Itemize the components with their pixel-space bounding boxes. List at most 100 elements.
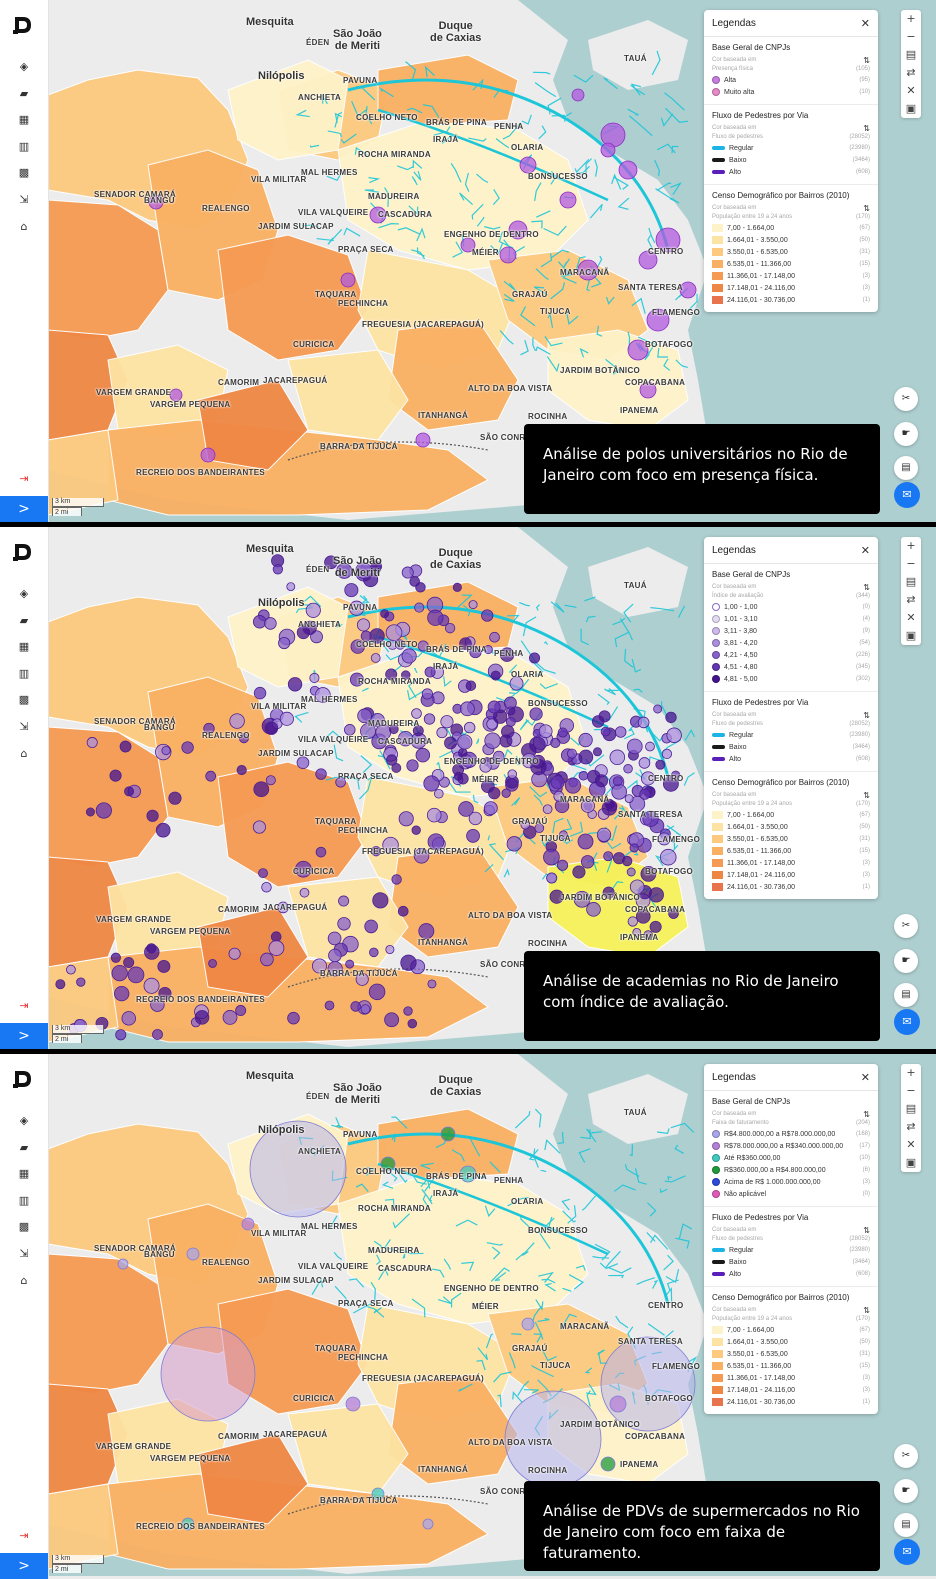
- business-point[interactable]: [550, 737, 561, 748]
- business-point[interactable]: [258, 868, 268, 879]
- business-point[interactable]: [239, 733, 249, 744]
- legend-item[interactable]: 6.535,01 - 11.366,00 (15): [712, 1360, 870, 1372]
- business-point[interactable]: [181, 1517, 195, 1531]
- business-point[interactable]: [422, 1518, 434, 1530]
- business-point[interactable]: [600, 142, 616, 158]
- business-point[interactable]: [434, 788, 444, 799]
- business-point[interactable]: [115, 1029, 127, 1041]
- business-point[interactable]: [340, 272, 356, 288]
- business-point[interactable]: [483, 645, 493, 655]
- business-point[interactable]: [277, 901, 289, 914]
- business-point[interactable]: [466, 828, 480, 843]
- business-point[interactable]: [181, 741, 194, 754]
- business-point[interactable]: [580, 798, 595, 813]
- business-point[interactable]: [146, 809, 159, 822]
- legend-item[interactable]: Alta (95): [712, 74, 870, 86]
- business-point[interactable]: [623, 764, 633, 774]
- business-point[interactable]: [530, 758, 547, 776]
- business-point[interactable]: [85, 807, 95, 817]
- business-point[interactable]: [501, 724, 515, 739]
- zoom-out-button[interactable]: −: [906, 1084, 916, 1097]
- measure-icon[interactable]: ✂: [894, 1444, 918, 1468]
- business-point[interactable]: [252, 820, 266, 834]
- business-point[interactable]: [505, 716, 516, 727]
- business-point[interactable]: [629, 795, 646, 812]
- business-point[interactable]: [127, 966, 145, 984]
- business-point[interactable]: [355, 972, 369, 986]
- close-icon[interactable]: ✕: [860, 1071, 870, 1084]
- measure-icon[interactable]: ✂: [894, 914, 918, 938]
- business-point[interactable]: [400, 954, 417, 971]
- business-point[interactable]: [345, 1396, 361, 1412]
- business-point[interactable]: [507, 769, 517, 779]
- business-point[interactable]: [270, 931, 282, 942]
- business-point[interactable]: [260, 952, 274, 967]
- legend-item[interactable]: 3,81 - 4,20 (54): [712, 637, 870, 649]
- legend-item[interactable]: 24.116,01 - 30.736,00 (1): [712, 1396, 870, 1408]
- home-icon[interactable]: ⌂: [20, 1274, 28, 1287]
- save-view-icon[interactable]: ▣: [905, 629, 917, 642]
- business-point[interactable]: [457, 773, 469, 785]
- business-point[interactable]: [596, 827, 612, 842]
- business-point[interactable]: [626, 867, 636, 877]
- logo-icon[interactable]: [13, 16, 33, 34]
- business-point[interactable]: [111, 964, 128, 982]
- grid-icon[interactable]: ▩: [18, 693, 30, 706]
- legend-item[interactable]: Muito alta (10): [712, 86, 870, 98]
- business-point[interactable]: [355, 562, 372, 579]
- map-style-icon[interactable]: ▤: [905, 48, 917, 61]
- business-point[interactable]: [586, 769, 601, 784]
- business-point[interactable]: [380, 1156, 396, 1172]
- business-point[interactable]: [76, 977, 86, 987]
- business-point[interactable]: [484, 732, 501, 749]
- business-point[interactable]: [639, 381, 657, 399]
- expand-arrows-icon[interactable]: ⇄: [906, 66, 916, 79]
- business-point[interactable]: [369, 206, 387, 224]
- business-point[interactable]: [556, 859, 569, 871]
- business-point[interactable]: [629, 879, 645, 895]
- business-point[interactable]: [612, 852, 626, 865]
- legend-item[interactable]: 17.148,01 - 24.116,00 (3): [712, 282, 870, 294]
- sort-icon[interactable]: ⇅: [863, 124, 870, 133]
- legend-item[interactable]: Regular (23980): [712, 142, 870, 154]
- zoom-in-button[interactable]: +: [906, 1066, 916, 1079]
- business-point[interactable]: [324, 1000, 335, 1011]
- business-point[interactable]: [566, 748, 577, 759]
- business-point[interactable]: [627, 339, 649, 361]
- grid-icon[interactable]: ▩: [18, 1220, 30, 1233]
- sort-icon[interactable]: ⇅: [863, 56, 870, 65]
- business-point[interactable]: [508, 220, 528, 240]
- legend-item[interactable]: Alto (608): [712, 166, 870, 178]
- business-point[interactable]: [368, 983, 386, 1001]
- business-point[interactable]: [95, 802, 112, 819]
- business-point[interactable]: [578, 749, 594, 765]
- business-point[interactable]: [635, 909, 651, 924]
- business-point[interactable]: [662, 775, 679, 792]
- business-point[interactable]: [578, 732, 593, 748]
- business-point[interactable]: [114, 985, 130, 1002]
- business-point[interactable]: [336, 562, 353, 579]
- business-point[interactable]: [349, 600, 365, 616]
- business-point[interactable]: [169, 388, 183, 402]
- zoom-out-button[interactable]: −: [906, 557, 916, 570]
- business-point[interactable]: [614, 726, 627, 738]
- close-icon[interactable]: ✕: [860, 17, 870, 30]
- business-point[interactable]: [407, 1018, 418, 1029]
- business-point[interactable]: [534, 823, 545, 834]
- business-point[interactable]: [557, 727, 568, 738]
- business-point[interactable]: [640, 771, 656, 786]
- business-point[interactable]: [586, 902, 601, 917]
- business-point[interactable]: [655, 227, 681, 253]
- close-icon[interactable]: ✕: [906, 1138, 916, 1151]
- business-point[interactable]: [265, 775, 276, 786]
- business-point[interactable]: [543, 848, 560, 866]
- business-point[interactable]: [338, 895, 350, 907]
- business-point[interactable]: [397, 905, 409, 917]
- chat-icon[interactable]: ✉: [894, 482, 920, 508]
- business-point[interactable]: [370, 846, 382, 857]
- business-point[interactable]: [520, 819, 530, 830]
- business-point[interactable]: [600, 122, 626, 148]
- business-point[interactable]: [469, 645, 482, 659]
- map-canvas[interactable]: [48, 527, 936, 1049]
- business-point[interactable]: [603, 851, 614, 862]
